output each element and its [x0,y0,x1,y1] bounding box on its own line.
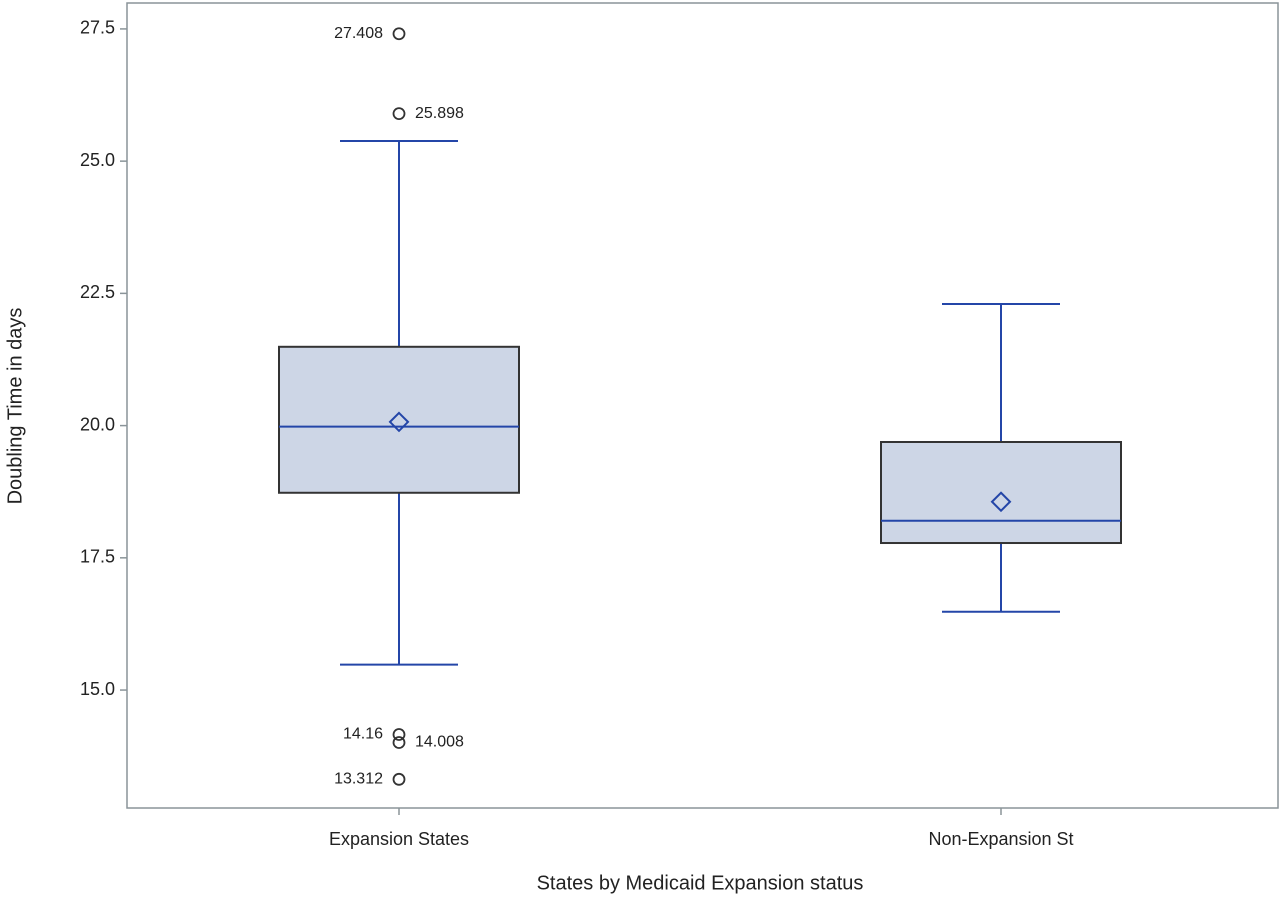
outlier-label: 14.008 [415,734,464,751]
x-axis-label: States by Medicaid Expansion status [537,872,864,894]
outlier [392,772,406,786]
y-tick-label: 25.0 [80,150,115,170]
y-tick-label: 15.0 [80,679,115,699]
y-tick-label: 17.5 [80,547,115,567]
outlier-label: 25.898 [415,105,464,122]
plot-frame [126,2,1279,809]
x-tick-label: Expansion States [329,829,469,849]
y-axis-label: Doubling Time in days [4,308,26,505]
outlier-label: 13.312 [334,771,383,788]
y-tick-label: 22.5 [80,282,115,302]
mean-marker [388,411,410,433]
y-tick-label: 27.5 [80,18,115,38]
outlier [392,736,406,749]
outlier [392,27,406,41]
outlier-label: 14.16 [343,726,383,743]
x-tick-label: Non-Expansion St [928,829,1073,849]
outlier [392,107,406,121]
y-tick-label: 20.0 [80,414,115,434]
mean-marker [990,491,1012,513]
outlier-label: 27.408 [334,25,383,42]
box [880,440,1122,545]
box [278,345,520,494]
outlier [392,728,406,741]
